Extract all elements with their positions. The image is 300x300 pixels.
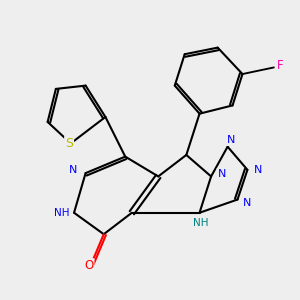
Text: N: N xyxy=(254,165,262,175)
Text: NH: NH xyxy=(194,218,209,228)
Text: N: N xyxy=(69,166,77,176)
Text: O: O xyxy=(84,259,94,272)
Text: N: N xyxy=(227,135,235,145)
Text: F: F xyxy=(277,59,284,72)
Text: S: S xyxy=(65,137,73,150)
Text: N: N xyxy=(243,198,251,208)
Text: NH: NH xyxy=(54,208,69,218)
Text: N: N xyxy=(218,169,226,179)
